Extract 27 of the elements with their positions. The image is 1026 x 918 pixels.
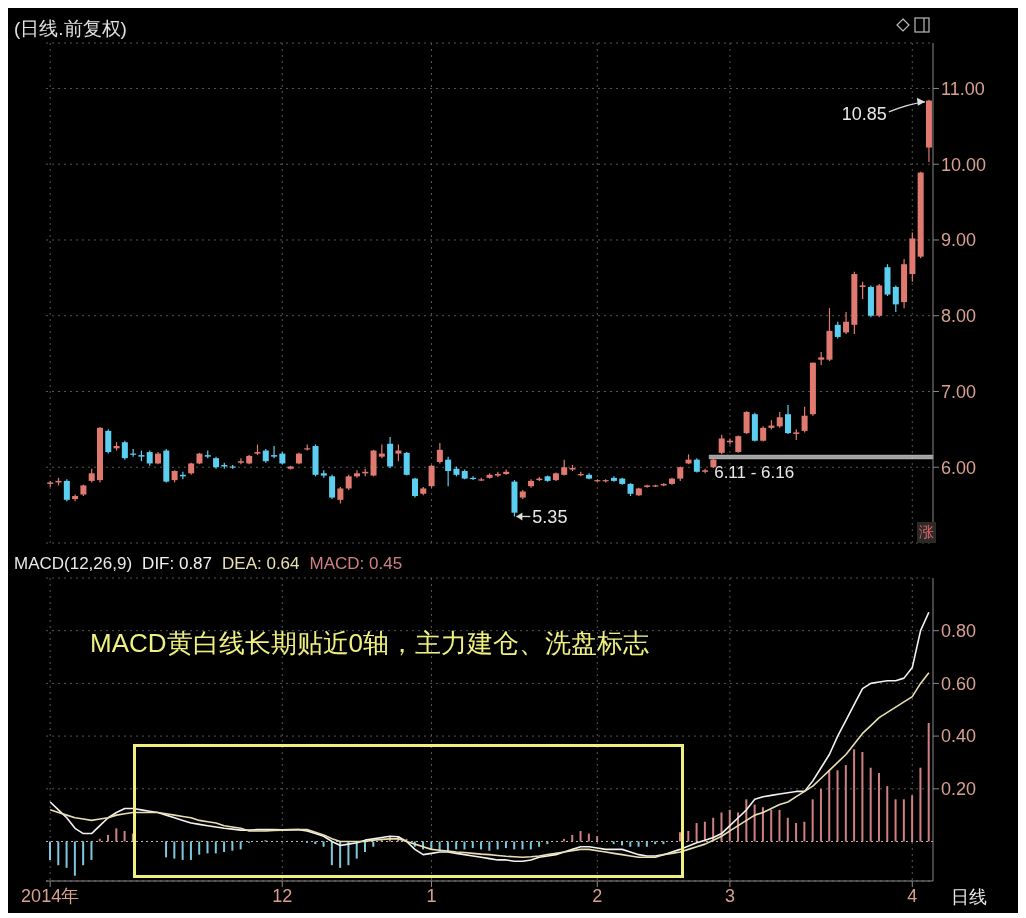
text: 日线 (951, 886, 987, 909)
x-tick-label: 3 (724, 885, 735, 906)
annotation: MACD黄白线长期贴近0轴，主力建仓、洗盘标志 (90, 627, 650, 660)
band-label: 6.11 - 6.16 (714, 462, 795, 482)
chart-title: (日线.前复权) (14, 17, 127, 41)
y-tick-label: 7.00 (941, 381, 977, 402)
text: DEA: 0.64 (222, 554, 300, 573)
y-tick-label: 0.60 (941, 673, 977, 694)
x-tick-label: 4 (907, 885, 918, 906)
x-tick-label: 2014年 (21, 885, 80, 906)
y-tick-label: 0.80 (941, 621, 977, 642)
y-tick-label: 0.20 (941, 779, 977, 800)
y-tick-label: 0.40 (941, 726, 977, 747)
y-tick-label: 8.00 (941, 306, 977, 327)
x-tick-label: 2 (592, 885, 603, 906)
y-tick-label: 11.00 (941, 78, 985, 99)
annotation: 10.85 (841, 103, 887, 124)
x-tick-label: 1 (426, 885, 437, 906)
chart-title: MACD(12,26,9) (14, 554, 133, 573)
annotation: 5.35 (532, 507, 568, 528)
text: MACD: 0.45 (309, 554, 403, 573)
y-tick-label: 9.00 (941, 230, 977, 251)
text: DIF: 0.87 (142, 554, 213, 573)
x-tick-label: 12 (272, 885, 293, 906)
y-tick-label: 10.00 (941, 154, 987, 175)
annotation: 涨 (917, 522, 936, 543)
y-tick-label: 6.00 (941, 457, 977, 478)
